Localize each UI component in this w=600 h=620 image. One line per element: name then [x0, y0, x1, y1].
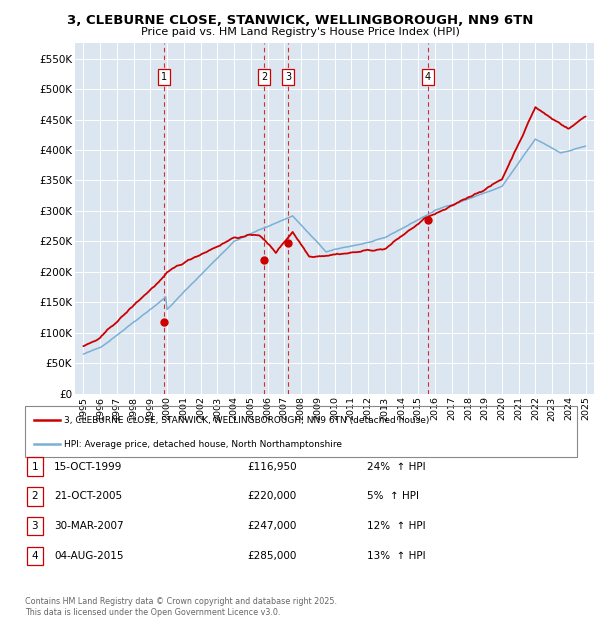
Text: £285,000: £285,000: [247, 551, 296, 561]
Text: 04-AUG-2015: 04-AUG-2015: [54, 551, 124, 561]
Text: 1: 1: [161, 72, 167, 82]
Text: 13%  ↑ HPI: 13% ↑ HPI: [367, 551, 426, 561]
Text: 1: 1: [31, 461, 38, 472]
Text: £116,950: £116,950: [247, 461, 297, 472]
Text: 15-OCT-1999: 15-OCT-1999: [54, 461, 122, 472]
Text: 12%  ↑ HPI: 12% ↑ HPI: [367, 521, 426, 531]
Text: 2: 2: [261, 72, 268, 82]
Text: Price paid vs. HM Land Registry's House Price Index (HPI): Price paid vs. HM Land Registry's House …: [140, 27, 460, 37]
Text: 2: 2: [31, 491, 38, 502]
Text: 30-MAR-2007: 30-MAR-2007: [54, 521, 124, 531]
Text: HPI: Average price, detached house, North Northamptonshire: HPI: Average price, detached house, Nort…: [64, 440, 342, 449]
Text: £220,000: £220,000: [247, 491, 296, 502]
Text: Contains HM Land Registry data © Crown copyright and database right 2025.
This d: Contains HM Land Registry data © Crown c…: [25, 598, 337, 617]
Text: 4: 4: [425, 72, 431, 82]
Text: 3: 3: [286, 72, 292, 82]
Text: 5%  ↑ HPI: 5% ↑ HPI: [367, 491, 419, 502]
Text: 3: 3: [31, 521, 38, 531]
Text: £247,000: £247,000: [247, 521, 296, 531]
Text: 4: 4: [31, 551, 38, 561]
Text: 3, CLEBURNE CLOSE, STANWICK, WELLINGBOROUGH, NN9 6TN: 3, CLEBURNE CLOSE, STANWICK, WELLINGBORO…: [67, 14, 533, 27]
Text: 21-OCT-2005: 21-OCT-2005: [54, 491, 122, 502]
Text: 24%  ↑ HPI: 24% ↑ HPI: [367, 461, 426, 472]
Text: 3, CLEBURNE CLOSE, STANWICK, WELLINGBOROUGH, NN9 6TN (detached house): 3, CLEBURNE CLOSE, STANWICK, WELLINGBORO…: [64, 416, 430, 425]
